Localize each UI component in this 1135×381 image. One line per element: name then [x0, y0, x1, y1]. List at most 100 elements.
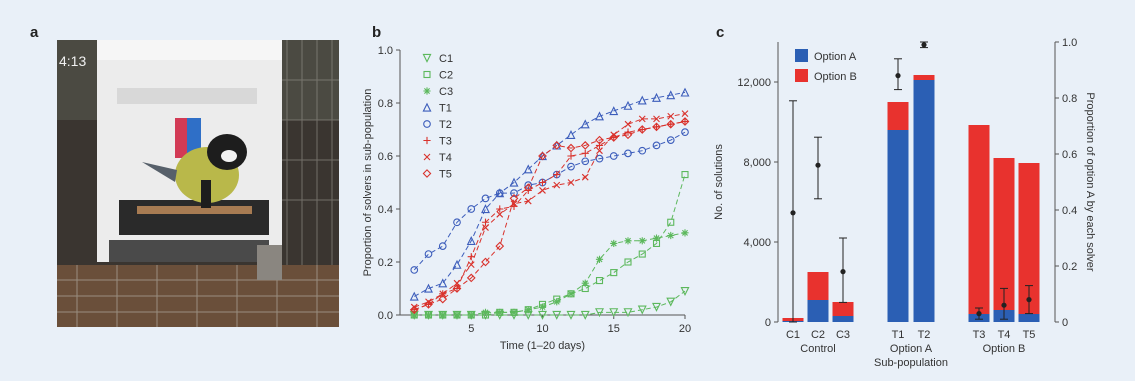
y2-tick-label: 0.8: [1062, 93, 1077, 105]
data-point-t3: [581, 149, 589, 157]
data-point-t1: [438, 278, 448, 288]
data-point-t5: [609, 133, 619, 142]
panel-label-a: a: [30, 24, 39, 41]
data-point-t5: [509, 194, 519, 203]
panel-label-b: b: [372, 24, 382, 41]
legend-label-c1: C1: [439, 53, 453, 65]
data-point-c1: [637, 305, 647, 315]
data-point-c1: [595, 308, 604, 318]
data-point-c2: [624, 258, 632, 266]
mean-point-t4: [1001, 302, 1007, 308]
data-point-t4: [581, 173, 589, 181]
mean-point-c2: [815, 162, 821, 168]
legend-marker-c2: [423, 70, 431, 79]
data-point-c1: [609, 308, 619, 318]
series-line-c3: [414, 232, 686, 316]
data-point-t2: [467, 205, 476, 213]
data-point-t2: [481, 194, 490, 203]
bar-t1-option-a: [887, 130, 909, 322]
y2-axis-label: Proportion of option A by each solver: [1084, 92, 1096, 272]
data-point-t4: [467, 261, 475, 269]
mean-point-t2: [921, 42, 927, 48]
mean-point-c3: [840, 269, 846, 275]
bar-t5-option-a: [1018, 314, 1040, 322]
data-point-t1: [580, 119, 590, 129]
data-point-c3: [667, 231, 675, 240]
data-point-c1: [680, 286, 690, 296]
bar-t5-option-b: [1018, 163, 1040, 314]
data-point-c2: [638, 250, 646, 258]
group-label: Control: [800, 343, 835, 355]
data-point-t1: [637, 95, 647, 105]
data-point-c3: [510, 308, 518, 316]
legend-swatch-option-a: [795, 49, 808, 62]
x-tick-label: T5: [1023, 329, 1036, 341]
y-tick-label: 4,000: [743, 237, 771, 249]
data-point-t2: [581, 157, 590, 166]
y-tick-label: 0.2: [378, 257, 393, 269]
data-point-c1: [552, 310, 562, 320]
data-point-t1: [466, 235, 476, 245]
data-point-t5: [409, 305, 419, 315]
data-point-c1: [580, 310, 590, 320]
data-point-t4: [667, 112, 675, 120]
data-point-c3: [467, 311, 475, 319]
data-point-t1: [566, 129, 576, 139]
data-point-t3: [553, 170, 561, 179]
data-point-c3: [624, 237, 632, 245]
y2-tick-label: 0.2: [1062, 261, 1077, 273]
legend-swatch-option-b: [795, 69, 808, 82]
data-point-t1: [424, 283, 433, 293]
data-point-t4: [638, 115, 646, 123]
data-point-c2: [595, 277, 604, 285]
group-label: Option A: [890, 343, 933, 355]
data-point-t3: [496, 205, 504, 213]
data-point-t1: [652, 92, 661, 102]
data-point-t5: [552, 141, 562, 150]
x-tick-label: C1: [786, 329, 800, 341]
y-tick-label: 0.6: [378, 151, 393, 163]
legend-label-option-b: Option B: [814, 71, 857, 83]
legend-label-t5: T5: [439, 169, 452, 181]
data-point-t3: [567, 152, 575, 160]
data-point-t4: [653, 115, 660, 123]
data-point-c3: [496, 308, 504, 316]
data-point-t1: [509, 177, 519, 187]
data-point-t5: [680, 117, 690, 126]
bar-c2-option-b: [807, 272, 829, 300]
video-timestamp: 4:13: [59, 53, 86, 69]
legend-marker-c3: [423, 87, 431, 95]
data-point-t2: [681, 128, 689, 136]
y-axis-label: No. of solutions: [713, 144, 725, 220]
data-point-c1: [666, 297, 676, 307]
legend-marker-t4: [423, 153, 431, 161]
data-point-t4: [567, 179, 575, 186]
data-point-t5: [538, 151, 547, 161]
y-tick-label: 12,000: [737, 77, 771, 89]
data-point-t4: [553, 181, 561, 189]
data-point-t4: [453, 279, 461, 287]
legend-marker-t2: [423, 120, 431, 128]
data-point-c2: [681, 171, 689, 179]
solutions-bar-chart: 0 4,000 8,000 12,000 0 0.2 0.4 0.6 0.8 1.0 C1 C2 C3 T…: [713, 37, 1096, 369]
data-point-c1: [652, 302, 661, 312]
data-point-c1: [566, 310, 576, 320]
legend-marker-t5: [422, 169, 432, 178]
data-point-c3: [424, 311, 433, 319]
legend-marker-t1: [422, 102, 432, 112]
bar-t2-option-b: [913, 75, 935, 80]
data-point-c1: [623, 308, 633, 318]
data-point-t1: [523, 164, 533, 174]
y2-tick-label: 0.6: [1062, 149, 1077, 161]
data-point-t3: [538, 178, 547, 187]
data-point-c3: [652, 234, 661, 242]
legend-marker-t3: [423, 136, 431, 145]
x-tick-label: 10: [536, 323, 548, 335]
x-tick-label: T2: [918, 329, 931, 341]
data-point-c2: [667, 218, 675, 226]
y-tick-label: 0: [765, 317, 771, 329]
mean-point-c1: [790, 210, 796, 216]
data-point-t5: [438, 294, 448, 304]
data-point-t2: [666, 136, 675, 144]
data-point-c3: [610, 239, 618, 248]
